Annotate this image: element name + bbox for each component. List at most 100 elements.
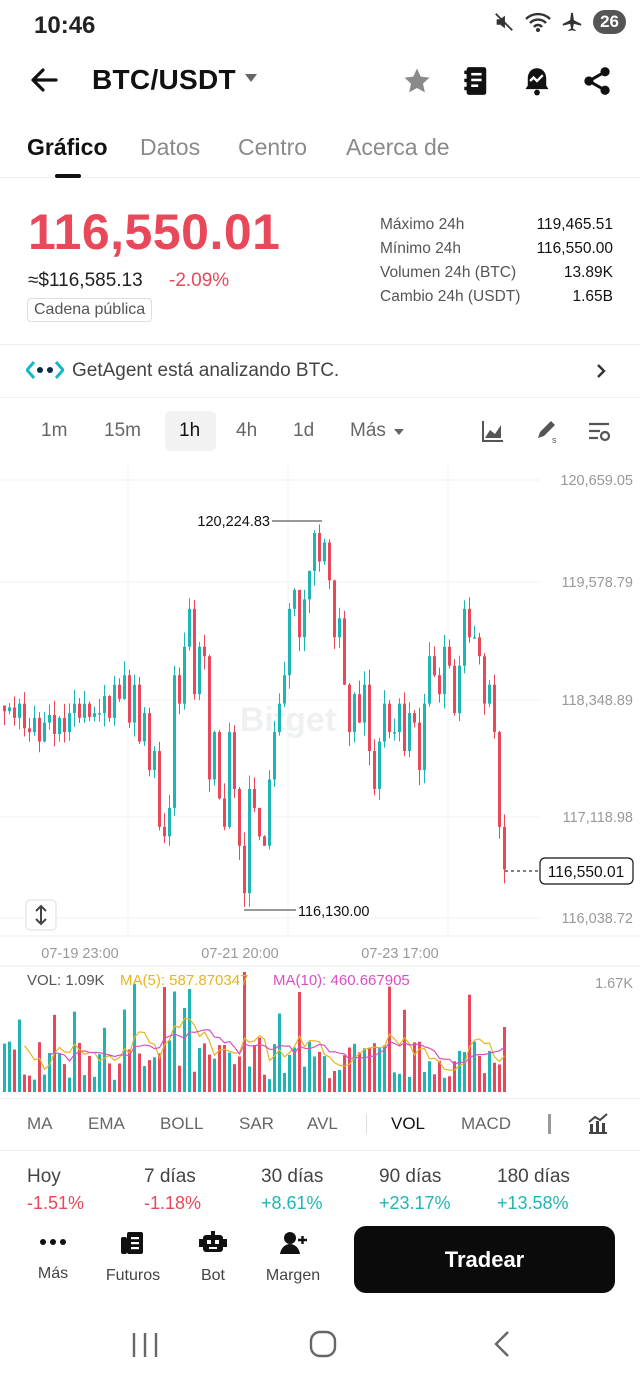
volume-bar — [413, 1042, 416, 1092]
indicator-boll[interactable]: BOLL — [160, 1114, 204, 1133]
volume-bar — [338, 1069, 341, 1092]
candle-body — [133, 684, 136, 723]
volume-bar — [483, 1073, 486, 1092]
candle-body — [263, 836, 266, 846]
candle-body — [123, 675, 126, 699]
candle-body — [98, 713, 101, 715]
share-icon[interactable] — [580, 64, 614, 98]
nav-margin[interactable]: Margen — [253, 1230, 333, 1285]
chart-type-icon[interactable] — [481, 419, 505, 443]
volume-bar — [23, 1074, 26, 1092]
perf-value: +23.17% — [379, 1193, 451, 1213]
candle-body — [458, 665, 461, 714]
indicator-cut-off-item — [548, 1114, 551, 1134]
indicator-macd[interactable]: MACD — [461, 1114, 512, 1133]
nav-futures[interactable]: Futuros — [93, 1230, 173, 1285]
indicator-sar[interactable]: SAR — [239, 1114, 274, 1133]
volume-bar — [408, 1076, 411, 1092]
volume-bar — [173, 991, 176, 1092]
volume-bar — [193, 1071, 196, 1092]
candle-body — [53, 715, 56, 734]
caret-down-icon[interactable] — [244, 72, 258, 84]
back-nav-icon[interactable] — [492, 1330, 512, 1358]
interval-1h[interactable]: 1h — [179, 420, 201, 441]
indicator-avl[interactable]: AVL — [307, 1114, 338, 1133]
interval-15m[interactable]: 15m — [104, 420, 141, 441]
volume-bar — [158, 1053, 161, 1092]
volume-bar — [318, 1051, 321, 1092]
candle-body — [68, 713, 71, 733]
tab-datos[interactable]: Datos — [140, 134, 201, 160]
candle-body — [108, 696, 111, 718]
volume-bar — [198, 1048, 201, 1092]
indicator-settings-icon[interactable] — [587, 1113, 609, 1135]
volume-bar — [313, 1056, 316, 1092]
volume-bar — [453, 1061, 456, 1092]
candle-body — [398, 703, 401, 733]
chart-settings-icon[interactable] — [587, 419, 611, 443]
getagent-banner[interactable] — [0, 344, 640, 398]
candle-body — [113, 684, 116, 718]
volume-bar — [438, 1060, 441, 1092]
indicator-ema[interactable]: EMA — [88, 1114, 125, 1133]
candle-body — [488, 684, 491, 704]
volume-bar — [153, 1057, 156, 1092]
volume-bar — [388, 986, 391, 1092]
perf-label: 7 días — [144, 1166, 196, 1187]
candle-body — [483, 656, 486, 704]
volume-bar — [498, 1064, 501, 1092]
pair-title[interactable]: BTC/USDT — [92, 64, 236, 95]
indicator-vol[interactable]: VOL — [391, 1114, 426, 1133]
y-tick-label: 116,038.72 — [562, 911, 634, 927]
recent-apps-icon[interactable] — [130, 1332, 160, 1358]
vol-ma10-line — [49, 1029, 505, 1066]
volume-bar — [273, 1044, 276, 1092]
candle-body — [163, 826, 166, 837]
candle-body — [303, 599, 306, 638]
interval-4h[interactable]: 4h — [236, 420, 258, 441]
volume-bar — [123, 1009, 126, 1092]
price-chart[interactable]: 120,659.05 119,578.79 118,348.89 117,118.98… — [0, 466, 640, 1106]
star-icon[interactable] — [400, 64, 434, 98]
candle-body — [178, 675, 181, 704]
volume-bar — [13, 1049, 16, 1092]
interval-1m[interactable]: 1m — [41, 420, 68, 441]
back-arrow-icon[interactable] — [26, 62, 62, 98]
watermark-text: Bitget — [240, 701, 336, 739]
vol-ma10-legend: MA(10): 460.667905 — [273, 972, 410, 989]
tab-grafico[interactable]: Gráfico — [27, 134, 108, 160]
volume-bar — [348, 1047, 351, 1092]
interval-more[interactable]: Más — [350, 420, 386, 441]
notebook-icon[interactable] — [460, 64, 494, 98]
candle-body — [288, 608, 291, 676]
candle-body — [3, 705, 6, 712]
draw-tool-icon[interactable]: s — [534, 418, 560, 444]
y-tick-label: 118,348.89 — [562, 693, 634, 709]
candle-body — [78, 703, 81, 718]
candle-body — [468, 608, 471, 638]
trade-button[interactable]: Tradear — [354, 1226, 615, 1293]
candle-body — [383, 703, 386, 742]
volume-bar — [258, 1037, 261, 1092]
chain-badge[interactable]: Cadena pública — [27, 298, 153, 322]
tab-centro[interactable]: Centro — [238, 134, 308, 160]
volume-bar — [183, 1007, 186, 1092]
y-tick-label: 119,578.79 — [562, 575, 634, 591]
nav-bot[interactable]: Bot — [173, 1230, 253, 1285]
indicator-ma[interactable]: MA — [27, 1114, 53, 1133]
price-alert-icon[interactable] — [520, 64, 554, 98]
nav-more[interactable]: Más — [13, 1230, 93, 1283]
candle-body — [83, 703, 86, 718]
volume-bar — [343, 1055, 346, 1092]
home-icon[interactable] — [309, 1330, 337, 1358]
indicator-bar — [0, 1098, 640, 1150]
volume-bar — [358, 1052, 361, 1092]
more-dots-icon — [40, 1239, 66, 1245]
candle-body — [323, 542, 326, 562]
tab-acerca-de[interactable]: Acerca de — [346, 134, 450, 160]
candle-body — [403, 703, 406, 752]
volume-bar — [208, 1054, 211, 1092]
perf-value: +13.58% — [497, 1193, 569, 1213]
candle-body — [338, 618, 341, 638]
interval-1d[interactable]: 1d — [293, 420, 315, 441]
